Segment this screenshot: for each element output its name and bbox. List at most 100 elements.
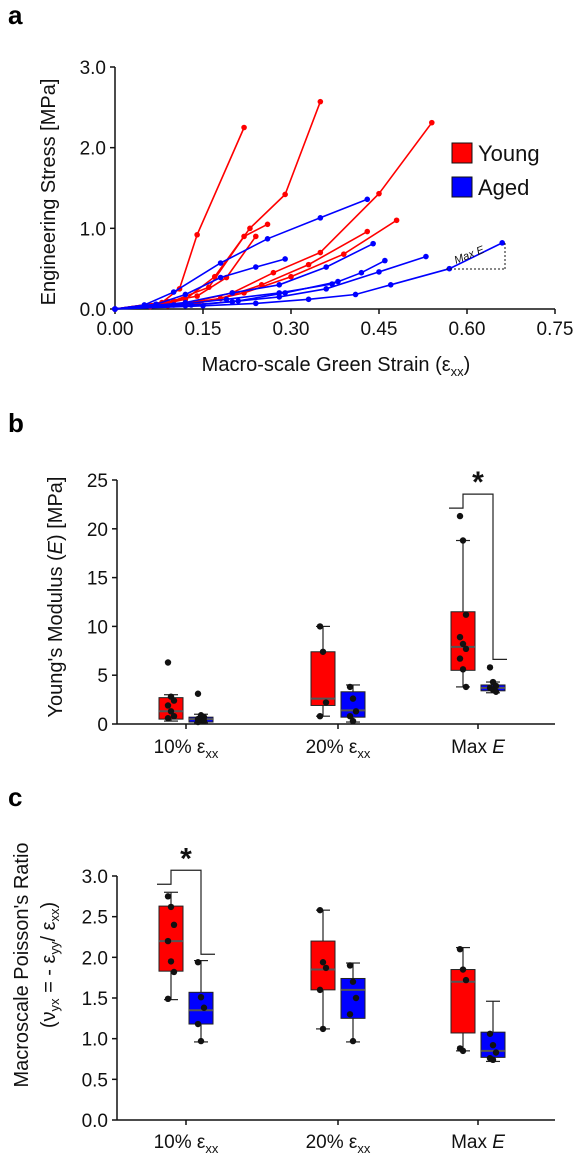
data-point-aged [423, 253, 429, 260]
data-point-aged [486, 1030, 494, 1037]
data-point-aged [197, 993, 205, 1001]
data-point-young [164, 659, 172, 666]
data-point-aged [323, 286, 330, 292]
data-point-young [164, 995, 172, 1003]
data-point-aged [223, 296, 230, 303]
data-point-aged [282, 256, 288, 262]
data-point-aged [200, 1004, 208, 1011]
data-point-aged [446, 265, 453, 272]
series-line-young [114, 127, 245, 310]
data-point-young [316, 623, 324, 630]
panel-a-y-tick-label: 1.0 [80, 219, 106, 240]
data-point-aged [486, 664, 494, 671]
data-point-aged [188, 302, 195, 308]
box-young [310, 651, 336, 706]
data-point-aged [194, 1020, 202, 1028]
box-young [450, 969, 476, 1034]
data-point-aged [349, 695, 357, 702]
panel-a-plot: 0.00 0.15 0.30 0.45 0.60 0.75 0.0 1.0 2.0 3.0 [80, 58, 574, 340]
significance-star: * [472, 466, 484, 499]
data-point-aged [264, 236, 271, 242]
data-point-aged [323, 264, 330, 270]
data-point-young [462, 611, 470, 618]
data-point-young [194, 231, 200, 238]
data-point-aged [346, 683, 354, 691]
y-tick-label: 10 [87, 617, 108, 638]
data-point-young [170, 921, 178, 928]
data-point-young [170, 968, 178, 976]
panel-a-x-tick-label: 0.15 [185, 319, 222, 340]
data-point-aged [305, 296, 312, 303]
data-point-young [456, 655, 464, 662]
data-point-young [462, 645, 470, 653]
panel-a-x-tick-label: 0.45 [361, 319, 398, 340]
data-point-young [456, 946, 464, 953]
data-point-young [319, 648, 327, 655]
data-point-aged [335, 278, 341, 285]
panel-a-x-tick-label: 0.00 [97, 319, 134, 340]
panel-b-plot: 0 5 10 15 20 25 10% εxx 20% εxx Max E * [87, 466, 555, 761]
series-line-aged [114, 242, 503, 310]
data-point-aged [358, 269, 365, 276]
data-point-young [170, 697, 178, 704]
data-point-aged [492, 1049, 500, 1056]
y-tick-label: 1.5 [82, 989, 108, 1010]
panel-a-xlabel: Macro-scale Green Strain (εxx) [202, 354, 471, 379]
data-point-aged [346, 712, 354, 720]
data-point-young [459, 537, 467, 544]
data-point-aged [276, 294, 283, 300]
data-point-aged [499, 240, 506, 246]
data-point-aged [349, 717, 357, 725]
x-tick-label: 10% εxx [154, 1132, 219, 1156]
x-tick-label: 10% εxx [154, 737, 219, 761]
data-point-young [364, 228, 371, 235]
data-point-young [167, 708, 175, 715]
panel-c-ylabel-line1: Macroscale Poisson's Ratio [11, 842, 33, 1087]
data-point-aged [317, 215, 324, 221]
data-point-young [247, 225, 253, 232]
y-tick-label: 0 [97, 715, 108, 736]
data-point-aged [217, 260, 224, 266]
data-point-young [341, 251, 347, 257]
data-point-aged [282, 290, 288, 296]
data-point-young [462, 976, 470, 984]
y-tick-label: 20 [87, 520, 108, 541]
data-point-young [258, 282, 265, 288]
y-tick-label: 2.0 [82, 948, 108, 969]
legend-swatch-young [451, 142, 473, 164]
y-tick-label: 0.5 [82, 1070, 108, 1091]
legend-label-young: Young [478, 141, 540, 166]
box-young [310, 940, 336, 991]
data-point-young [462, 683, 470, 691]
panel-a-y-tick-label: 0.0 [80, 300, 106, 321]
data-point-young [164, 714, 172, 722]
y-tick-label: 3.0 [82, 867, 108, 888]
data-point-young [459, 966, 467, 973]
data-point-aged [489, 1056, 497, 1064]
legend-label-aged: Aged [478, 175, 529, 200]
panel-a-legend: Young Aged [451, 141, 540, 200]
data-point-aged [194, 959, 202, 966]
data-point-young [393, 217, 400, 224]
data-point-young [376, 190, 382, 197]
data-point-aged [197, 1037, 205, 1045]
data-point-young [164, 702, 172, 709]
data-point-young [305, 261, 312, 268]
data-point-young [282, 191, 288, 198]
legend-swatch-aged [451, 176, 473, 198]
data-point-young [319, 1025, 327, 1033]
data-point-young [316, 906, 324, 914]
x-tick-label: Max E [451, 737, 505, 758]
significance-bracket [157, 869, 215, 955]
data-point-young [288, 273, 294, 280]
data-point-aged [276, 282, 283, 288]
panel-c-plot: 0.0 0.5 1.0 1.5 2.0 2.5 3.0 10% εxx 20% εxx Max E… [82, 842, 555, 1156]
data-point-aged [387, 282, 394, 288]
data-point-aged [235, 298, 241, 304]
data-point-young [322, 964, 330, 972]
panel-a-ylabel: Engineering Stress [MPa] [38, 79, 60, 306]
data-point-young [316, 712, 324, 720]
data-point-young [459, 666, 467, 673]
data-point-young [456, 633, 464, 641]
